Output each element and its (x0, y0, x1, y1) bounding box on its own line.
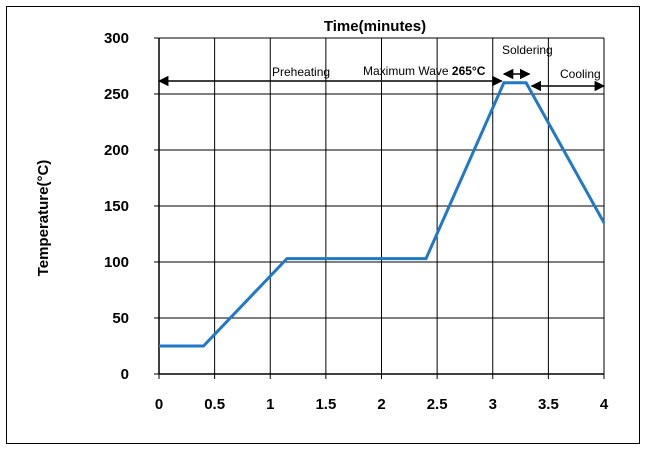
y-tick-label: 0 (121, 366, 129, 383)
x-tick-label: 0 (155, 396, 163, 413)
series-group (159, 81, 606, 348)
tick-labels: 0 0.5 1 1.5 2 2.5 3 3.5 4 0 50 100 150 200 250 300 (104, 30, 609, 413)
y-tick-label: 250 (104, 86, 129, 103)
max-wave-label: Maximum Wave 265°C (363, 64, 486, 78)
x-tick-label: 0.5 (204, 396, 225, 413)
y-tick-label: 300 (104, 30, 129, 47)
y-tick-label: 200 (104, 142, 129, 159)
preheating-label: Preheating (272, 65, 330, 79)
max-wave-value: 265°C (452, 64, 486, 78)
axes (154, 37, 605, 379)
y-tick-label: 150 (104, 198, 129, 215)
x-tick-label: 3.5 (538, 396, 559, 413)
max-wave-text: Maximum Wave (363, 64, 452, 78)
x-tick-label: 1.5 (315, 396, 336, 413)
x-tick-label: 2.5 (427, 396, 448, 413)
soldering-label: Soldering (502, 43, 553, 57)
x-tick-label: 3 (489, 396, 497, 413)
chart-title: Time(minutes) (324, 18, 426, 35)
cooling-label: Cooling (560, 67, 601, 81)
y-axis-label: Temperature(°C) (35, 160, 52, 277)
x-tick-label: 1 (266, 396, 274, 413)
y-tick-label: 100 (104, 254, 129, 271)
x-tick-label: 2 (377, 396, 385, 413)
annotations (157, 68, 606, 92)
y-tick-label: 50 (112, 310, 129, 327)
temperature-curve (159, 81, 606, 348)
x-tick-label: 4 (600, 396, 609, 413)
